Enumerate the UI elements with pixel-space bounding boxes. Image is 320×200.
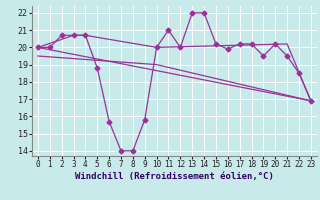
X-axis label: Windchill (Refroidissement éolien,°C): Windchill (Refroidissement éolien,°C) [75, 172, 274, 181]
